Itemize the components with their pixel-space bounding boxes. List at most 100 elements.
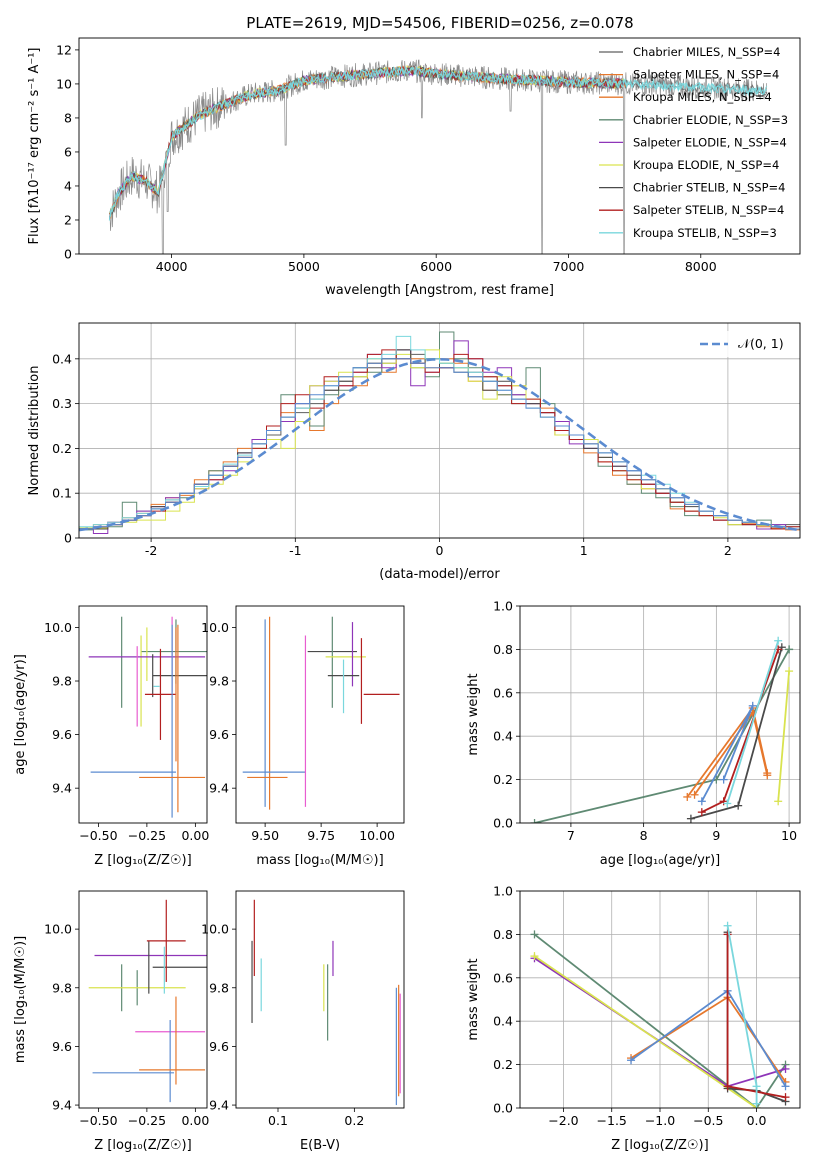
x-axis-label: Z [log₁₀(Z/Z☉)] (94, 1138, 191, 1153)
model-fit-line (108, 65, 767, 221)
x-tick-label: 9.75 (307, 828, 335, 843)
y-tick-label: 10 (56, 76, 72, 91)
data-point (146, 899, 186, 982)
plus-marker (697, 808, 706, 817)
plus-marker (774, 797, 783, 806)
plot-area-mass_vs_Z (88, 899, 207, 1103)
y-tick-label: 1.0 (493, 884, 513, 899)
x-tick-label: 0.2 (344, 1113, 364, 1128)
model-fit-line (109, 66, 626, 220)
plus-marker (723, 930, 732, 939)
mass-weight-line (533, 933, 787, 1108)
plus-marker (627, 1056, 636, 1065)
x-axis-label: (data-model)/error (379, 567, 500, 582)
plus-marker (723, 799, 732, 808)
plot-area-residual_histogram (79, 323, 800, 538)
x-tick-label: −0.50 (79, 828, 117, 843)
plot-area-spectrum (108, 59, 768, 254)
plus-marker (530, 952, 539, 961)
y-tick-label: 9.4 (52, 1098, 72, 1113)
y-tick-label: 0.1 (52, 486, 72, 501)
x-axis-label: E(B-V) (300, 1138, 340, 1153)
y-tick-label: 9.4 (209, 1098, 229, 1113)
y-tick-label: 9.6 (52, 1039, 72, 1054)
axes-age_vs_mass: 9.50 9.75 10.00 9.4 9.6 9.8 10.0 mass [log₁₀(M/… (201, 620, 395, 868)
x-tick-label: −0.25 (128, 828, 166, 843)
y-tick-label: 0 (64, 531, 72, 546)
data-point (144, 648, 176, 740)
axes-frame (78, 37, 801, 255)
plus-marker (785, 645, 794, 654)
y-tick-label: 9.8 (209, 674, 229, 689)
y-axis-label: mass [log₁₀(M/M☉)] (13, 936, 28, 1063)
x-tick-label: −0.25 (128, 1113, 166, 1128)
y-tick-label: 1.0 (493, 599, 513, 614)
x-tick-label: 9.50 (251, 828, 279, 843)
plus-marker (763, 771, 772, 780)
chart-mass_weight_vs_age: 7 8 9 10 0.0 0.2 0.4 0.6 0.8 1.0 age [log₁₀(age/yr… (466, 599, 801, 868)
y-tick-label: 0.2 (52, 441, 72, 456)
plus-marker (690, 790, 699, 799)
chart-residual_histogram: -2 -1 0 1 2 0 0.1 0.2 0.3 0.4 (data-model)/error No… (27, 322, 801, 582)
y-axis-label: mass weight (466, 673, 481, 755)
plus-marker (683, 792, 692, 801)
y-tick-label: 0.0 (493, 816, 513, 831)
x-tick-label: 8000 (685, 259, 717, 274)
legend-label: Kroupa STELIB, N_SSP=3 (633, 226, 777, 240)
chart-mass_vs_ebv: 0.1 0.2 9.4 9.6 9.8 10.0 E(B-V) (201, 890, 405, 1153)
axes-residual_histogram: -2 -1 0 1 2 0 0.1 0.2 0.3 0.4 (data-model)/error No… (27, 351, 732, 582)
model-fit-line (109, 66, 768, 219)
x-tick-label: 8 (640, 828, 648, 843)
x-tick-label: 0.0 (747, 1113, 767, 1128)
x-axis-label: wavelength [Angstrom, rest frame] (325, 283, 554, 298)
x-tick-label: 7 (567, 828, 575, 843)
plus-marker (723, 921, 732, 930)
observed-spectrum-line (109, 59, 768, 254)
x-tick-label: 0.1 (268, 1113, 288, 1128)
legend-label: Kroupa MILES, N_SSP=4 (633, 90, 772, 104)
axes-age_vs_Z: −0.50 −0.25 0.00 9.4 9.6 9.8 10.0 Z [log₁₀(Z/Z☉… (13, 620, 209, 868)
axes-frame (78, 322, 801, 539)
y-tick-label: 9.8 (52, 980, 72, 995)
legend-label: Chabrier STELIB, N_SSP=4 (633, 181, 785, 195)
y-tick-label: 0.6 (493, 685, 513, 700)
y-tick-label: 0.3 (52, 396, 72, 411)
y-axis-label: age [log₁₀(age/yr)] (13, 654, 28, 775)
plot-area-mass_vs_ebv (251, 899, 401, 1106)
chart-mass_weight_vs_Z: −2.0 −1.5 −1.0 −0.5 0.0 0.0 0.2 0.4 0.6 0.8 1.0 Z [… (466, 884, 801, 1153)
gaussian-curve (79, 357, 800, 532)
plot-area-age_vs_Z (88, 616, 207, 818)
plus-marker (785, 667, 794, 676)
x-tick-label: 2 (724, 543, 732, 558)
y-tick-label: 6 (64, 144, 72, 159)
plus-marker (752, 1099, 761, 1108)
y-tick-label: 0.8 (493, 642, 513, 657)
legend-label: Salpeter ELODIE, N_SSP=4 (633, 135, 787, 149)
y-tick-label: 0.8 (493, 927, 513, 942)
mass-weight-line (701, 705, 754, 802)
legend: 𝒩(0, 1) (690, 331, 794, 357)
x-axis-label: mass [log₁₀(M/M☉)] (256, 853, 383, 868)
y-tick-label: 9.8 (209, 980, 229, 995)
y-tick-label: 9.6 (209, 1039, 229, 1054)
plus-marker (530, 819, 539, 823)
plus-marker (697, 797, 706, 806)
x-tick-label: −0.5 (693, 1113, 723, 1128)
model-fit-line (109, 64, 626, 214)
x-tick-label: 1 (580, 543, 588, 558)
y-tick-label: 9.4 (52, 781, 72, 796)
x-axis-label: Z [log₁₀(Z/Z☉)] (611, 1138, 708, 1153)
plus-marker (781, 1093, 790, 1102)
y-tick-label: 0.4 (493, 729, 513, 744)
axes-frame (235, 605, 405, 824)
x-tick-label: 10.00 (359, 828, 395, 843)
chart-mass_vs_Z: −0.50 −0.25 0.00 9.4 9.6 9.8 10.0 Z [log₁₀(Z/Z☉… (13, 890, 209, 1153)
y-axis-label: mass weight (466, 958, 481, 1040)
model-fit-line (108, 65, 626, 219)
y-axis-label: Flux [fλ10⁻¹⁷ erg cm⁻² s⁻¹ A⁻¹] (27, 48, 42, 245)
y-tick-label: 10.0 (201, 620, 229, 635)
legend-label: 𝒩(0, 1) (738, 336, 784, 351)
chart-spectrum: 4000 5000 6000 7000 8000 0 2 4 6 8 10 12 wavelength … (27, 37, 801, 298)
legend-label: Chabrier ELODIE, N_SSP=3 (633, 113, 788, 127)
x-tick-label: 9 (712, 828, 720, 843)
